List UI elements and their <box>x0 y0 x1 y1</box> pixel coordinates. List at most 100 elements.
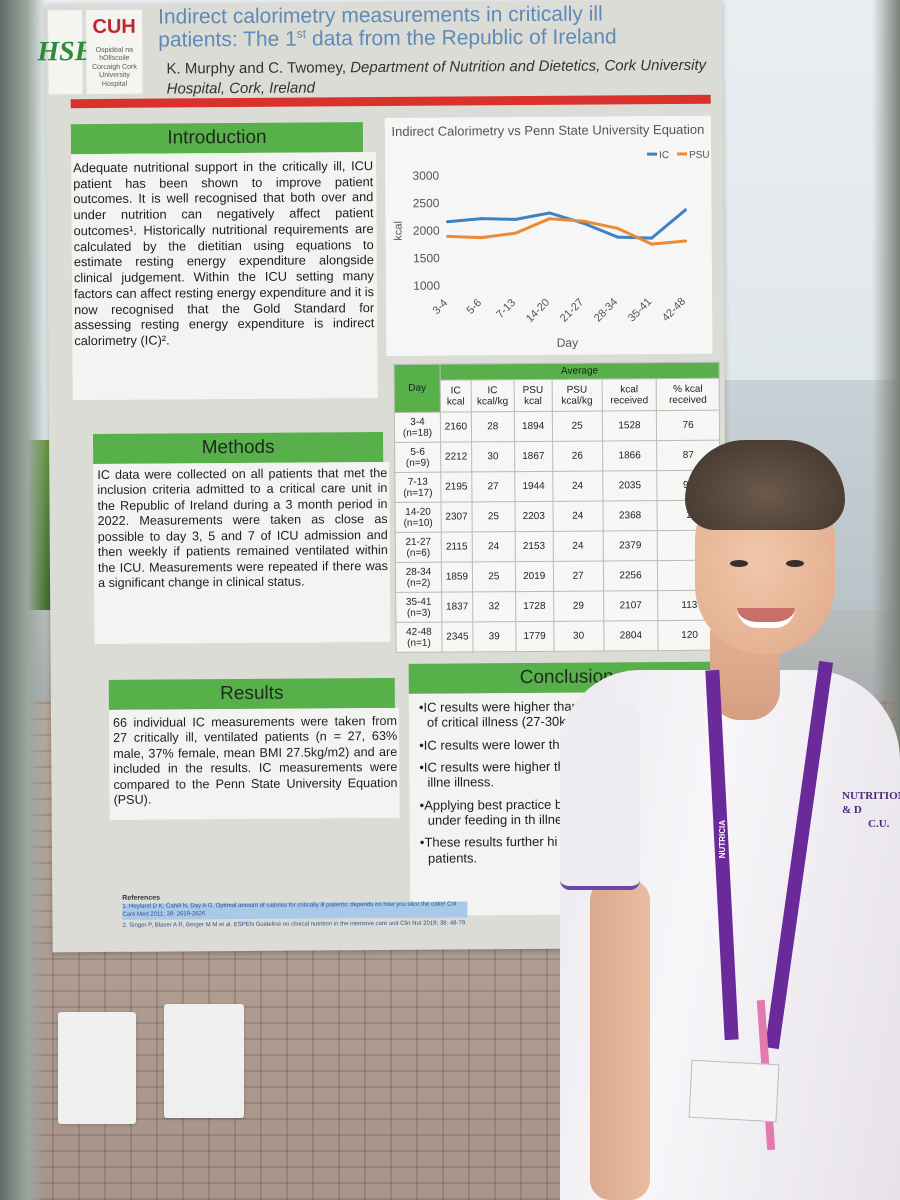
table-cell: 28 <box>471 411 515 442</box>
table-cell-day: 21-27 (n=6) <box>395 532 442 563</box>
data-point-ic <box>514 217 518 221</box>
table-cell: 2203 <box>514 501 553 532</box>
line-chart: Indirect Calorimetry vs Penn State Unive… <box>384 115 713 356</box>
table-subheader: % kcal received <box>656 378 720 411</box>
series-line-ic <box>447 208 687 240</box>
y-tick-label: 1000 <box>413 279 440 293</box>
hair <box>685 440 845 530</box>
window-frame-left <box>0 0 46 1200</box>
methods-text: IC data were collected on all patients t… <box>97 465 388 591</box>
x-tick-label: 5-6 <box>465 297 485 317</box>
table-cell-day: 28-34 (n=2) <box>395 562 442 593</box>
person: NUTRICIA NUTRITION & D C.U. <box>560 440 900 1200</box>
table-cell: 1859 <box>441 561 473 593</box>
data-point-psu <box>582 219 586 223</box>
chart-title: Indirect Calorimetry vs Penn State Unive… <box>391 122 704 139</box>
table-cell-day: 42-48 (n=1) <box>395 622 443 653</box>
introduction-text: Adequate nutritional support in the crit… <box>73 158 375 349</box>
chart-svg: Indirect Calorimetry vs Penn State Unive… <box>391 122 710 350</box>
x-tick-label: 42-48 <box>660 296 688 324</box>
reference-2: 2. Singer P, Blaser A R, Berger M M et a… <box>122 920 466 929</box>
y-axis-label: kcal <box>393 221 405 241</box>
authors: K. Murphy and C. Twomey, Department of N… <box>166 56 707 98</box>
table-cell: 76 <box>656 410 720 441</box>
table-cell: 24 <box>472 531 516 562</box>
methods-heading: Methods <box>93 432 384 465</box>
poster: HSE CUH Ospidéal na hOllscoile Corcaigh … <box>37 0 729 953</box>
table-cell: 1779 <box>515 621 554 652</box>
data-point-ic <box>446 220 450 224</box>
x-tick-label: 28-34 <box>592 296 620 324</box>
table-cell: 2019 <box>515 561 554 592</box>
table-cell: 30 <box>471 441 515 472</box>
y-tick-label: 2000 <box>413 224 440 238</box>
data-point-psu <box>446 234 450 238</box>
x-tick-label: 21-27 <box>558 296 586 324</box>
id-card <box>688 1059 780 1123</box>
table-cell: 1728 <box>515 591 554 622</box>
table-cell: 27 <box>471 471 515 502</box>
legend-label-ic: IC <box>659 150 669 161</box>
y-tick-label: 2500 <box>413 196 440 210</box>
table-cell: 2307 <box>440 501 473 533</box>
paper-note <box>164 1004 244 1118</box>
table-subheader: IC kcal/kg <box>471 379 515 412</box>
data-point-psu <box>480 236 484 240</box>
table-cell-day: 3-4 (n=18) <box>394 412 441 443</box>
data-point-ic <box>480 217 484 221</box>
data-point-psu <box>650 242 654 246</box>
table-subheader: kcal received <box>601 378 657 411</box>
table-cell: 32 <box>472 591 516 622</box>
legend-label-psu: PSU <box>689 150 710 161</box>
poster-title: Indirect calorimetry measurements in cri… <box>158 2 617 52</box>
x-tick-label: 35-41 <box>626 296 654 324</box>
data-point-ic <box>547 211 551 215</box>
table-subheader: PSU kcal <box>513 379 553 412</box>
table-cell: 2345 <box>441 621 473 653</box>
data-point-psu <box>684 239 688 243</box>
left-eye <box>730 560 748 567</box>
data-point-psu <box>616 226 620 230</box>
table-cell: 25 <box>471 501 515 532</box>
table-cell: 1837 <box>441 591 473 623</box>
x-tick-label: 3-4 <box>431 297 451 317</box>
right-eye <box>786 560 804 567</box>
introduction-heading: Introduction <box>70 122 364 155</box>
table-header-day: Day <box>394 364 441 413</box>
reference-1: 1. Heyland D K, Cahill N, Day A G. Optim… <box>122 901 468 920</box>
hse-logo: HSE <box>37 10 93 95</box>
results-text: 66 individual IC measurements were taken… <box>112 713 398 808</box>
table-cell: 39 <box>472 621 516 652</box>
table-cell: 25 <box>552 410 603 442</box>
paper-note <box>58 1012 136 1124</box>
tunic-embroidery: NUTRITION & D C.U. <box>842 790 900 830</box>
series-line-psu <box>447 217 686 246</box>
table-cell: 1528 <box>601 410 657 441</box>
table-cell: 1894 <box>514 411 553 442</box>
sleeve <box>560 700 640 890</box>
x-axis-label: Day <box>557 336 578 350</box>
table-cell: 2195 <box>440 471 472 503</box>
data-point-psu <box>548 217 552 221</box>
results-heading: Results <box>108 677 395 710</box>
table-cell: 1867 <box>514 441 553 472</box>
lanyard-text: NUTRICIA <box>718 820 727 859</box>
table-row: 3-4 (n=18) 2160 28 1894 25 1528 76 <box>394 410 720 443</box>
smile <box>737 608 795 628</box>
x-tick-label: 14-20 <box>524 297 552 325</box>
data-point-ic <box>650 236 654 240</box>
table-subheader: IC kcal <box>440 379 472 413</box>
table-cell-day: 7-13 (n=17) <box>394 472 441 503</box>
x-tick-label: 7-13 <box>494 297 518 321</box>
table-header-average: Average <box>440 362 720 381</box>
table-cell: 2115 <box>441 531 473 563</box>
table-cell-day: 35-41 (n=3) <box>395 592 442 623</box>
data-point-psu <box>514 231 518 235</box>
table-cell: 2160 <box>440 411 472 443</box>
y-tick-label: 1500 <box>413 251 440 265</box>
table-subheader: PSU kcal/kg <box>551 378 602 412</box>
data-point-ic <box>683 208 687 212</box>
y-tick-label: 3000 <box>412 169 439 183</box>
data-point-ic <box>616 235 620 239</box>
table-cell: 2212 <box>440 441 472 473</box>
